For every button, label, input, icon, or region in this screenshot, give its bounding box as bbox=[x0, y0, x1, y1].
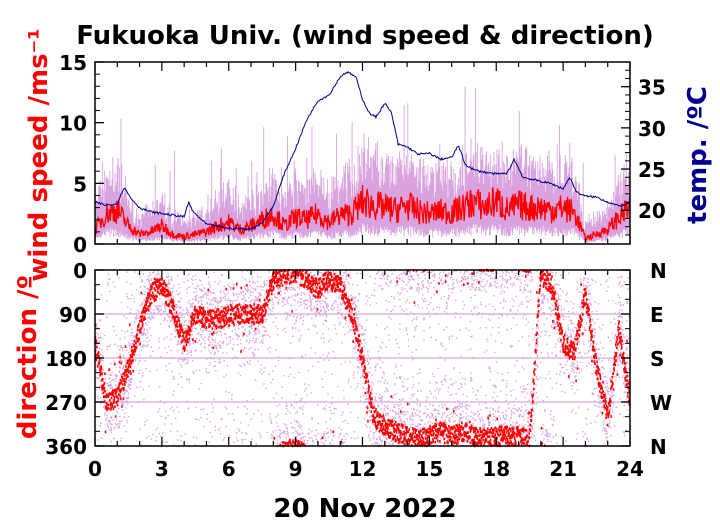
top-ticks: 0 5 10 15 20 25 30 35 bbox=[59, 51, 666, 257]
direction-tick-label: 180 bbox=[45, 347, 87, 371]
x-tick-label: 3 bbox=[155, 457, 169, 481]
temperature-line bbox=[94, 70, 631, 232]
x-tick-label: 12 bbox=[349, 457, 377, 481]
direction-tick-label: 360 bbox=[45, 435, 87, 459]
y-tick-label: 5 bbox=[73, 172, 87, 196]
direction-tick-label: 0 bbox=[73, 259, 87, 283]
top-series bbox=[94, 70, 631, 243]
top-panel: 0 5 10 15 20 25 30 35 bbox=[59, 51, 666, 257]
ylabel-wind-speed: wind speed /ms⁻¹ bbox=[24, 28, 54, 281]
compass-tick-label: E bbox=[650, 303, 664, 327]
compass-tick-label: N bbox=[650, 259, 667, 283]
ylabel-direction: direction /º bbox=[13, 275, 43, 439]
direction-tick-label: 90 bbox=[59, 303, 87, 327]
y2-tick-label: 20 bbox=[638, 199, 666, 223]
y2-tick-label: 30 bbox=[638, 117, 666, 141]
x-tick-label: 0 bbox=[88, 457, 102, 481]
compass-tick-label: S bbox=[650, 347, 664, 371]
x-tick-label: 18 bbox=[482, 457, 510, 481]
compass-tick-label: N bbox=[650, 435, 667, 459]
bottom-panel: 0 N 90 E 180 S 270 W 360 N 0 3 6 9 12 15 18 21 24 bbox=[45, 259, 672, 481]
compass-tick-label: W bbox=[650, 391, 672, 415]
x-tick-label: 21 bbox=[549, 457, 577, 481]
x-tick-label: 15 bbox=[415, 457, 443, 481]
x-tick-label: 6 bbox=[222, 457, 236, 481]
wind-speed-line bbox=[94, 185, 631, 243]
chart-title: Fukuoka Univ. (wind speed & direction) bbox=[76, 21, 654, 51]
x-tick-label: 9 bbox=[289, 457, 303, 481]
y-tick-label: 10 bbox=[59, 112, 87, 136]
y-tick-label: 15 bbox=[59, 51, 87, 75]
direction-tick-label: 270 bbox=[45, 391, 87, 415]
y2-tick-label: 35 bbox=[638, 76, 666, 100]
xlabel-date: 20 Nov 2022 bbox=[273, 494, 456, 524]
y2label-temperature: temp. /ºC bbox=[683, 86, 713, 224]
gust-band bbox=[94, 86, 631, 243]
y-tick-label: 0 bbox=[73, 233, 87, 257]
gust-range-lines bbox=[94, 86, 631, 243]
y2-tick-label: 25 bbox=[638, 158, 666, 182]
x-tick-label: 24 bbox=[616, 457, 644, 481]
bottom-ticks: 0 N 90 E 180 S 270 W 360 N 0 3 6 9 12 15 18 21 24 bbox=[45, 259, 672, 481]
